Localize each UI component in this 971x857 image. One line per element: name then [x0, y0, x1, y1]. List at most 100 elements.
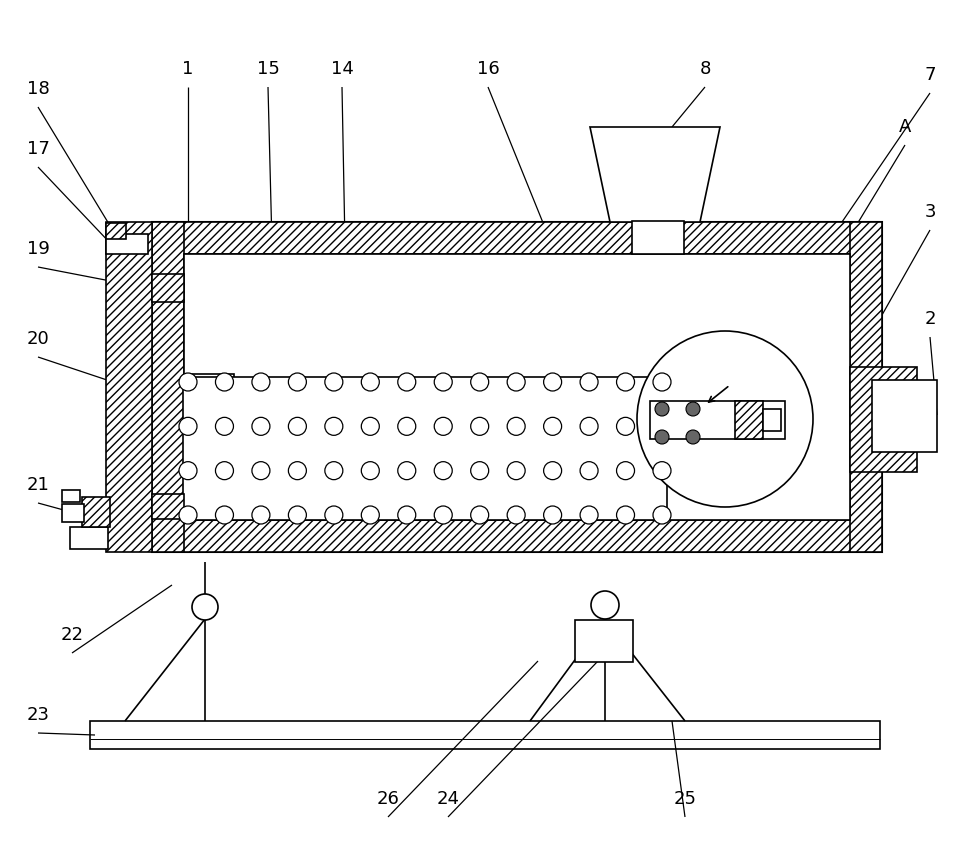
Circle shape — [617, 417, 634, 435]
Circle shape — [179, 373, 197, 391]
Text: 24: 24 — [437, 790, 459, 808]
Circle shape — [325, 373, 343, 391]
Text: 3: 3 — [924, 203, 936, 221]
Bar — [575, 620, 633, 662]
Circle shape — [216, 506, 233, 524]
Circle shape — [617, 373, 634, 391]
Circle shape — [251, 373, 270, 391]
Circle shape — [434, 373, 452, 391]
Circle shape — [653, 373, 671, 391]
Bar — [632, 221, 684, 254]
Text: 14: 14 — [330, 60, 353, 78]
Circle shape — [325, 506, 343, 524]
Circle shape — [471, 417, 488, 435]
Circle shape — [617, 506, 634, 524]
Bar — [184, 254, 850, 520]
Bar — [70, 527, 108, 549]
Circle shape — [398, 417, 416, 435]
Bar — [650, 401, 785, 439]
Circle shape — [398, 462, 416, 480]
Circle shape — [471, 462, 488, 480]
Circle shape — [507, 506, 525, 524]
Circle shape — [179, 506, 197, 524]
Circle shape — [507, 462, 525, 480]
Text: 7: 7 — [924, 66, 936, 84]
Circle shape — [655, 402, 669, 416]
Circle shape — [471, 373, 488, 391]
Circle shape — [507, 417, 525, 435]
Circle shape — [361, 506, 380, 524]
Circle shape — [288, 506, 307, 524]
Text: 2: 2 — [924, 310, 936, 328]
Bar — [82, 497, 110, 527]
Text: 8: 8 — [699, 60, 711, 78]
Text: 20: 20 — [26, 330, 50, 348]
Circle shape — [179, 462, 197, 480]
Bar — [90, 721, 880, 749]
Circle shape — [216, 373, 233, 391]
Bar — [152, 222, 882, 552]
Bar — [763, 409, 781, 431]
Bar — [183, 377, 667, 520]
Bar — [62, 490, 80, 502]
Circle shape — [544, 373, 561, 391]
Circle shape — [361, 373, 380, 391]
Circle shape — [580, 373, 598, 391]
Text: 23: 23 — [26, 706, 50, 724]
Circle shape — [434, 462, 452, 480]
Text: A: A — [899, 118, 911, 136]
Bar — [62, 504, 84, 522]
Text: 16: 16 — [477, 60, 499, 78]
Text: 22: 22 — [60, 626, 84, 644]
Polygon shape — [590, 127, 720, 222]
Bar — [106, 222, 152, 552]
Bar — [850, 222, 882, 552]
Text: 19: 19 — [26, 240, 50, 258]
Bar — [152, 494, 184, 519]
Circle shape — [216, 417, 233, 435]
Circle shape — [544, 417, 561, 435]
Text: 21: 21 — [26, 476, 50, 494]
Text: 18: 18 — [26, 80, 50, 98]
Bar — [872, 380, 937, 452]
Circle shape — [398, 506, 416, 524]
Circle shape — [544, 462, 561, 480]
Bar — [735, 401, 763, 439]
Text: 25: 25 — [674, 790, 696, 808]
Circle shape — [288, 417, 307, 435]
Circle shape — [653, 506, 671, 524]
Circle shape — [580, 417, 598, 435]
Circle shape — [361, 462, 380, 480]
Circle shape — [325, 462, 343, 480]
Bar — [152, 222, 882, 254]
Bar — [106, 223, 126, 239]
Circle shape — [653, 462, 671, 480]
Circle shape — [251, 506, 270, 524]
Circle shape — [686, 430, 700, 444]
Bar — [106, 234, 148, 254]
Bar — [152, 274, 184, 302]
Bar — [152, 520, 882, 552]
Circle shape — [591, 591, 619, 619]
Circle shape — [434, 417, 452, 435]
Circle shape — [179, 417, 197, 435]
Text: 15: 15 — [256, 60, 280, 78]
Bar — [152, 222, 184, 552]
Circle shape — [580, 506, 598, 524]
Text: 17: 17 — [26, 140, 50, 158]
Circle shape — [192, 594, 218, 620]
Circle shape — [398, 373, 416, 391]
Circle shape — [653, 417, 671, 435]
Circle shape — [686, 402, 700, 416]
Circle shape — [361, 417, 380, 435]
Circle shape — [251, 462, 270, 480]
Circle shape — [617, 462, 634, 480]
Text: 1: 1 — [183, 60, 193, 78]
Circle shape — [434, 506, 452, 524]
Circle shape — [507, 373, 525, 391]
Circle shape — [251, 417, 270, 435]
Circle shape — [544, 506, 561, 524]
Circle shape — [288, 462, 307, 480]
Circle shape — [471, 506, 488, 524]
Circle shape — [655, 430, 669, 444]
